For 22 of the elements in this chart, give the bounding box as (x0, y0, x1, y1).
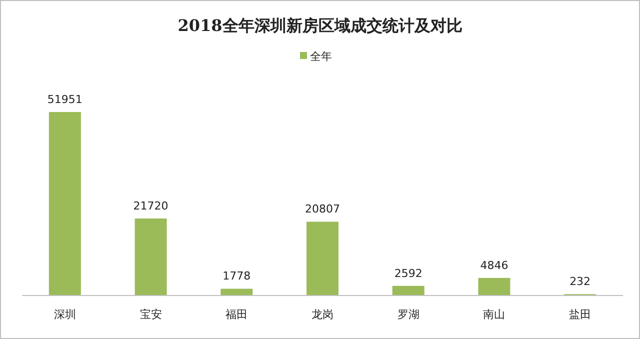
data-label: 20807 (305, 202, 340, 216)
x-tick-label: 盐田 (569, 308, 592, 321)
x-tick-label: 宝安 (140, 308, 162, 321)
bar (48, 112, 81, 295)
bar (306, 222, 338, 295)
x-tick-label: 福田 (226, 308, 248, 321)
x-tick-label: 龙岗 (312, 308, 334, 321)
chart-title: 2018全年深圳新房区域成交统计及对比 (178, 16, 462, 35)
data-label: 4846 (480, 258, 508, 272)
x-tick-label: 深圳 (54, 308, 76, 321)
legend-label: 全年 (310, 50, 332, 63)
bar (220, 288, 253, 295)
data-label: 21720 (133, 199, 168, 212)
data-label: 232 (570, 275, 591, 288)
data-label: 1778 (222, 270, 251, 283)
data-label: 51951 (47, 93, 82, 106)
bar (134, 218, 167, 295)
data-label: 2592 (394, 266, 422, 280)
x-tick-label: 罗湖 (397, 308, 420, 321)
bar (392, 286, 424, 295)
bar (478, 278, 510, 295)
x-tick-label: 南山 (483, 308, 506, 321)
